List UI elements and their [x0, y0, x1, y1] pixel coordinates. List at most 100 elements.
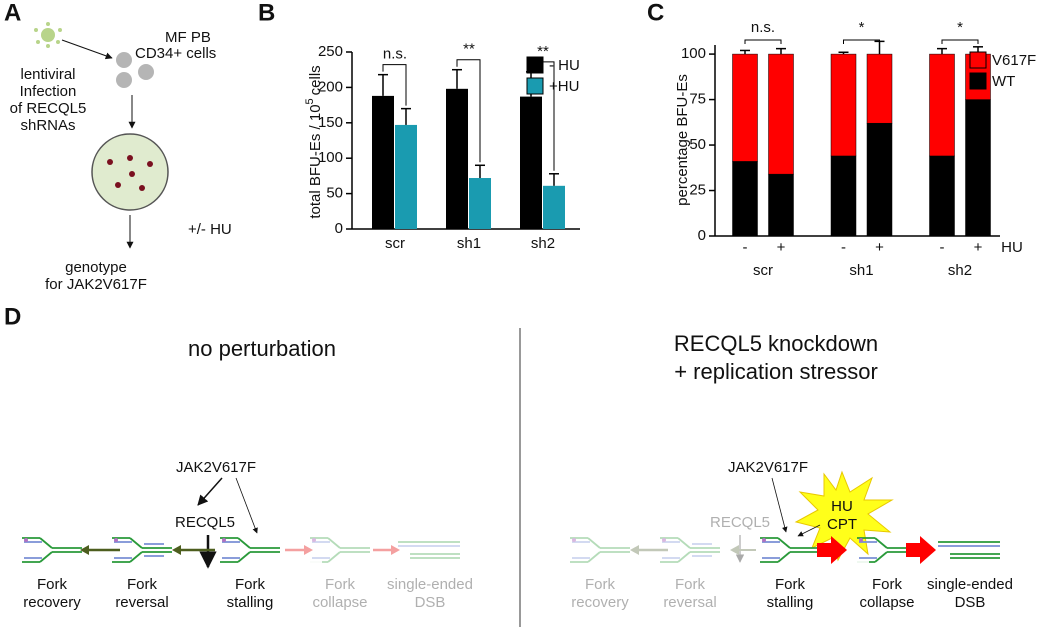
scenario-title: no perturbation	[188, 336, 336, 361]
step-label: stalling	[767, 594, 814, 611]
pathway-arrowhead	[730, 545, 739, 555]
step-label: Fork	[872, 576, 903, 593]
regulator: RECQL5	[710, 514, 770, 531]
readout-label: for JAK2V617F	[45, 276, 147, 293]
group-label: scr	[753, 262, 773, 279]
regulator: JAK2V617F	[176, 459, 256, 476]
legend-swatch	[969, 72, 987, 90]
dna-mark	[662, 538, 666, 542]
dna-strand	[677, 537, 691, 549]
step-label: Fork	[37, 576, 68, 593]
legend-swatch	[969, 51, 987, 69]
dna-strand	[587, 551, 601, 563]
dna-strand	[587, 537, 601, 549]
arrow	[797, 524, 821, 537]
dna-strand	[237, 551, 251, 563]
dna-mark	[24, 538, 28, 542]
bar-segment	[830, 155, 857, 237]
arrow	[235, 477, 258, 534]
infection-label: of RECQL5	[10, 100, 87, 117]
step-label: DSB	[415, 594, 446, 611]
infection-label: lentiviral	[20, 66, 75, 83]
significance-bracket	[456, 59, 481, 163]
x-tick-label: +	[777, 239, 786, 256]
step-label: recovery	[571, 594, 629, 611]
group-label: sh2	[948, 262, 972, 279]
y-tick-label: 200	[318, 78, 343, 95]
scenario-title: + replication stressor	[674, 359, 878, 384]
significance-label: **	[463, 41, 475, 58]
x-tick-label: scr	[385, 235, 405, 252]
dna-mark	[114, 538, 118, 542]
significance-label: n.s.	[383, 46, 407, 63]
dna-strand	[129, 551, 143, 563]
significance-bracket	[941, 39, 979, 44]
cells-label: CD34+ cells	[135, 45, 216, 62]
bar-segment	[929, 53, 955, 157]
y-tick-label: 75	[689, 91, 706, 108]
y-tick-label: 0	[335, 220, 343, 237]
y-tick-label: 250	[318, 43, 343, 60]
step-label: reversal	[115, 594, 168, 611]
significance-bracket	[382, 64, 407, 106]
legend-swatch	[526, 56, 544, 74]
regulator: RECQL5	[175, 514, 235, 531]
bar-segment	[929, 155, 955, 237]
stressor: CPT	[827, 516, 857, 533]
bar-segment	[732, 161, 758, 237]
significance-label: n.s.	[751, 19, 775, 36]
y-tick-label: 50	[689, 136, 706, 153]
pathway-arrow	[906, 536, 936, 564]
pathway-arrow	[817, 536, 847, 564]
y-axis-label-part: cells	[307, 65, 324, 95]
bar-segment	[768, 53, 794, 175]
bar	[372, 95, 394, 229]
dna-strand	[237, 537, 251, 549]
step-label: Fork	[127, 576, 158, 593]
dna-strand	[777, 537, 791, 549]
dna-strand	[677, 551, 691, 563]
bar-segment	[830, 53, 857, 157]
cells-label: MF PB	[165, 29, 211, 46]
bar	[446, 88, 468, 229]
dna-strand	[39, 551, 53, 563]
x-tick-label: +	[974, 239, 983, 256]
group-axis-label: HU	[1001, 239, 1023, 256]
bar	[543, 185, 565, 229]
pathway-arrowhead	[630, 545, 639, 555]
regulator: JAK2V617F	[728, 459, 808, 476]
y-tick-label: 100	[681, 45, 706, 62]
x-tick-label: sh2	[531, 235, 555, 252]
pathway-arrowhead	[172, 545, 181, 555]
dna-strand	[39, 537, 53, 549]
virus-icon	[34, 22, 62, 48]
dna-strand	[129, 537, 143, 549]
panel-letter: C	[647, 0, 664, 26]
step-label: Fork	[585, 576, 616, 593]
dna-strand	[874, 537, 888, 549]
dna-mark	[859, 538, 863, 542]
readout-label: genotype	[65, 259, 127, 276]
y-axis-label: percentage BFU-Es	[674, 74, 691, 206]
dish-icon	[91, 133, 169, 211]
arrow	[61, 39, 113, 60]
y-tick-label: 50	[326, 185, 343, 202]
step-label: Fork	[235, 576, 266, 593]
dna-mark	[572, 538, 576, 542]
legend-label: +HU	[549, 78, 579, 95]
arrow	[197, 477, 223, 506]
bar-segment	[768, 173, 794, 237]
dna-mark	[312, 538, 316, 542]
bar-segment	[965, 99, 991, 237]
bar-segment	[732, 53, 758, 162]
step-label: Fork	[775, 576, 806, 593]
panel-letter: A	[4, 0, 21, 26]
y-axis-label-part: total BFU-Es / 10	[307, 104, 324, 218]
treatment-label: +/- HU	[188, 221, 232, 238]
scenario-title: RECQL5 knockdown	[674, 331, 878, 356]
step-label: collapse	[859, 594, 914, 611]
legend-swatch	[526, 77, 544, 95]
dna-mark	[762, 538, 766, 542]
stressor-star	[794, 470, 894, 562]
